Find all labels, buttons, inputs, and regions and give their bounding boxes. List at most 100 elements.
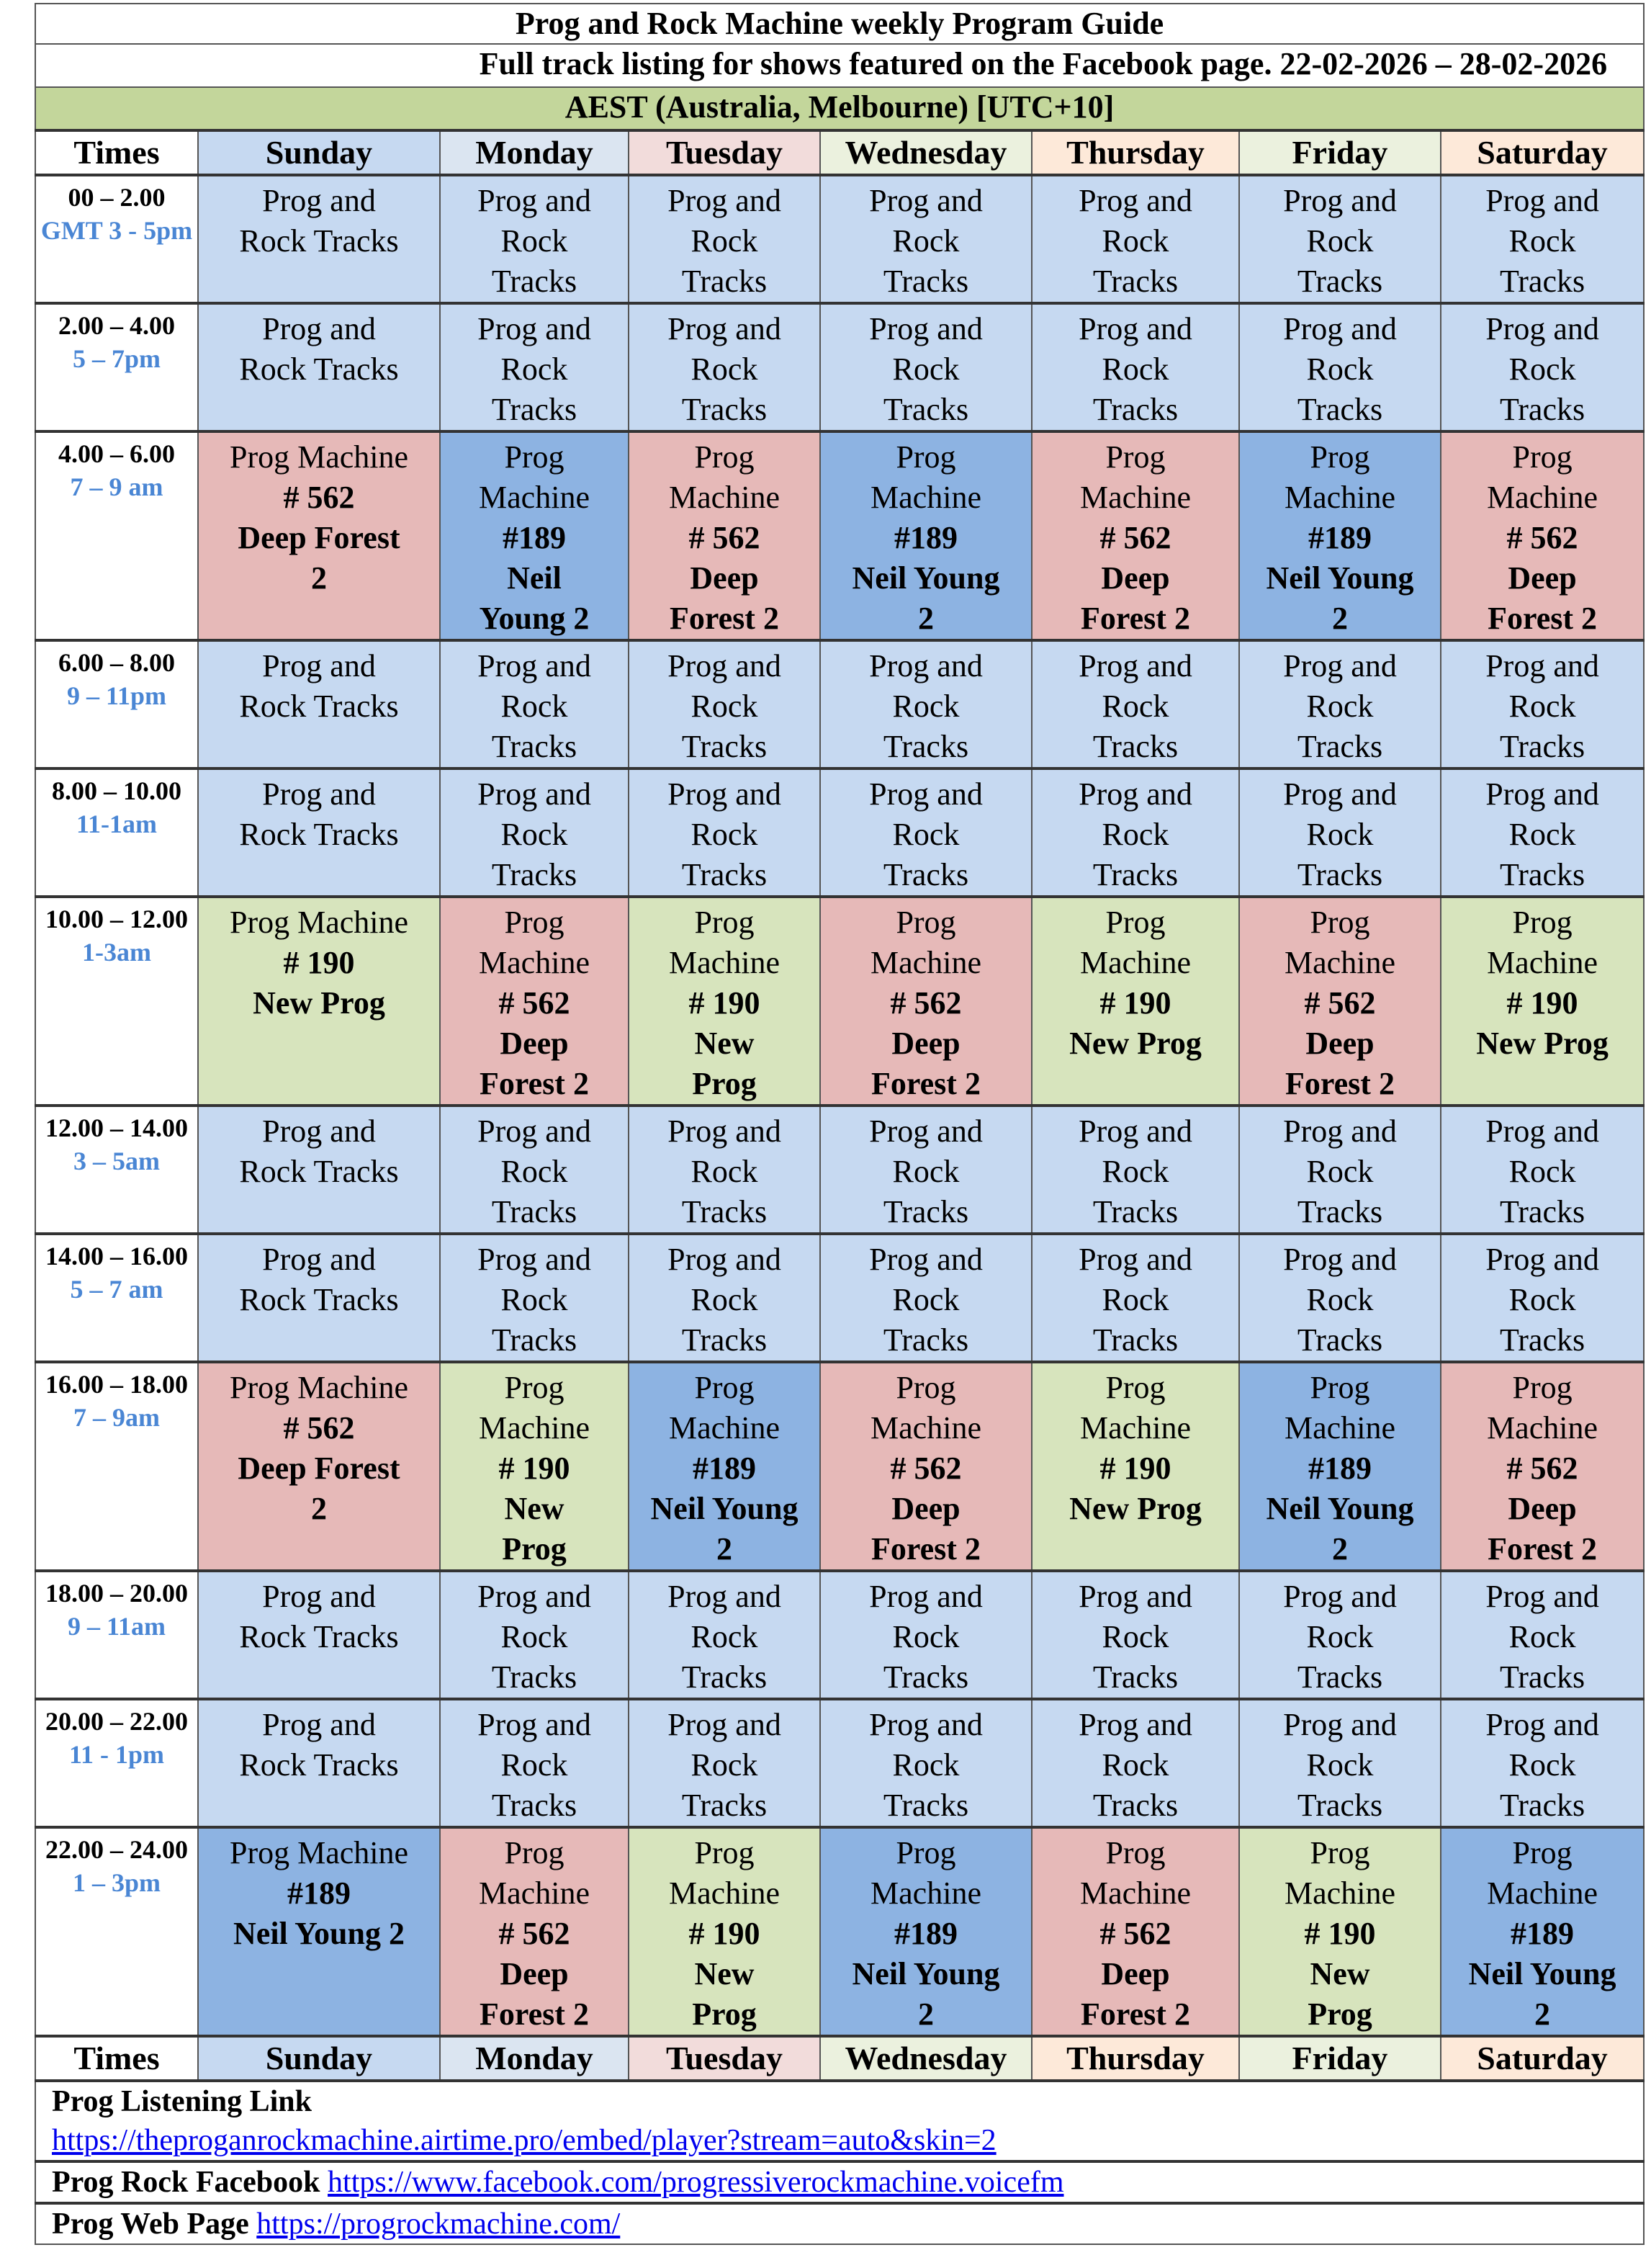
- episode-info: # 190 New Prog: [1476, 985, 1609, 1061]
- tracks-cell: Prog and Rock Tracks: [1439, 174, 1645, 304]
- timezone-banner: AEST (Australia, Melbourne) [UTC+10]: [34, 86, 1645, 131]
- tracks-cell: Prog and Rock Tracks: [1031, 1698, 1240, 1828]
- show-title: Prog and Rock Tracks: [477, 648, 591, 764]
- show-title: Prog and Rock Tracks: [1079, 776, 1192, 892]
- show-title: Prog and Rock Tracks: [477, 1242, 591, 1358]
- show-cell: Prog Machine # 562 Deep Forest 2: [1031, 430, 1240, 641]
- show-title: Prog Machine: [479, 1370, 590, 1445]
- listening-link-url[interactable]: https://theproganrockmachine.airtime.pro…: [52, 2124, 997, 2157]
- tracks-cell: Prog and Rock Tracks: [197, 1698, 441, 1828]
- episode-info: #189 Neil Young 2: [1266, 1451, 1414, 1566]
- show-title: Prog Machine: [1080, 1370, 1191, 1445]
- tracks-cell: Prog and Rock Tracks: [628, 639, 821, 769]
- episode-info: #189 Neil Young 2: [1468, 1916, 1616, 2032]
- aest-time: 4.00 – 6.00: [58, 439, 175, 468]
- show-cell: Prog Machine # 562 Deep Forest 2: [1031, 1826, 1240, 2037]
- show-cell: Prog Machine # 562 Deep Forest 2: [197, 1361, 441, 1572]
- tracks-cell: Prog and Rock Tracks: [1031, 174, 1240, 304]
- tracks-cell: Prog and Rock Tracks: [1031, 1232, 1240, 1363]
- tracks-cell: Prog and Rock Tracks: [1238, 767, 1441, 897]
- show-title: Prog and Rock Tracks: [239, 1579, 399, 1654]
- tracks-cell: Prog and Rock Tracks: [197, 639, 441, 769]
- show-title: Prog and Rock Tracks: [1283, 776, 1397, 892]
- day-header-friday: Friday: [1238, 129, 1441, 176]
- show-title: Prog and Rock Tracks: [1283, 1242, 1397, 1358]
- show-cell: Prog Machine #189 Neil Young 2: [1439, 1826, 1645, 2037]
- episode-info: # 562 Deep Forest 2: [1081, 520, 1190, 636]
- show-title: Prog Machine: [229, 905, 409, 940]
- show-title: Prog Machine: [1285, 1835, 1395, 1911]
- aest-time: 6.00 – 8.00: [58, 648, 175, 677]
- tracks-cell: Prog and Rock Tracks: [1238, 639, 1441, 769]
- time-cell: 16.00 – 18.00 7 – 9am: [35, 1361, 199, 1572]
- episode-info: # 190 New Prog: [253, 945, 385, 1021]
- time-slot-row: 18.00 – 20.00 9 – 11am Prog and Rock Track…: [35, 1569, 1645, 1700]
- show-title: Prog Machine: [1285, 439, 1395, 515]
- aest-time: 8.00 – 10.00: [52, 776, 181, 805]
- day-header-sunday: Sunday: [197, 129, 441, 176]
- tracks-cell: Prog and Rock Tracks: [439, 302, 629, 432]
- show-title: Prog Machine: [1285, 1370, 1395, 1445]
- show-title: Prog and Rock Tracks: [869, 648, 983, 764]
- episode-info: # 562 Deep Forest 2: [1488, 520, 1597, 636]
- time-cell: 12.00 – 14.00 3 – 5am: [35, 1104, 199, 1234]
- time-slot-row: 10.00 – 12.00 1-3am Prog Machine # 190 New …: [35, 895, 1645, 1106]
- show-title: Prog and Rock Tracks: [1079, 1242, 1192, 1358]
- show-cell: Prog Machine #189 Neil Young 2: [197, 1826, 441, 2037]
- tracks-cell: Prog and Rock Tracks: [1031, 767, 1240, 897]
- show-title: Prog Machine: [1080, 439, 1191, 515]
- times-header: Times: [35, 129, 199, 176]
- web-page-link-url[interactable]: https://progrockmachine.com/: [256, 2208, 621, 2241]
- show-title: Prog and Rock Tracks: [1283, 1579, 1397, 1695]
- show-title: Prog and Rock Tracks: [1485, 183, 1599, 299]
- show-title: Prog Machine: [1285, 905, 1395, 980]
- tracks-cell: Prog and Rock Tracks: [197, 767, 441, 897]
- day-footer-row: Times Sunday Monday Tuesday Wednesday Thursda…: [35, 2035, 1645, 2081]
- show-title: Prog and Rock Tracks: [667, 1579, 781, 1695]
- program-guide-table: Prog and Rock Machine weekly Program Gui…: [34, 3, 1645, 2245]
- tracks-cell: Prog and Rock Tracks: [1238, 302, 1441, 432]
- tracks-cell: Prog and Rock Tracks: [1031, 1104, 1240, 1234]
- show-title: Prog and Rock Tracks: [869, 1242, 983, 1358]
- show-cell: Prog Machine # 190 New Prog: [197, 895, 441, 1106]
- show-title: Prog and Rock Tracks: [667, 1242, 781, 1358]
- episode-info: # 562 Deep Forest 2: [480, 985, 589, 1101]
- show-cell: Prog Machine # 562 Deep Forest 2: [197, 430, 441, 641]
- facebook-link-label: Prog Rock Facebook: [52, 2166, 320, 2199]
- time-slot-row: 12.00 – 14.00 3 – 5am Prog and Rock Tracks…: [35, 1104, 1645, 1234]
- page-title: Prog and Rock Machine weekly Program Gui…: [34, 3, 1645, 45]
- gmt-time: 9 – 11pm: [66, 681, 167, 710]
- show-title: Prog Machine: [871, 1835, 981, 1911]
- day-header-wednesday: Wednesday: [819, 129, 1033, 176]
- tracks-cell: Prog and Rock Tracks: [1439, 302, 1645, 432]
- aest-time: 22.00 – 24.00: [45, 1835, 188, 1864]
- show-title: Prog and Rock Tracks: [869, 183, 983, 299]
- show-title: Prog and Rock Tracks: [239, 1707, 399, 1783]
- episode-info: # 562 Deep Forest 2: [871, 1451, 981, 1566]
- facebook-link-url[interactable]: https://www.facebook.com/progressiverock…: [328, 2166, 1064, 2199]
- show-cell: Prog Machine #189 Neil Young 2: [628, 1361, 821, 1572]
- facebook-link: Prog Rock Facebook https://www.facebook.…: [34, 2160, 1645, 2204]
- show-cell: Prog Machine #189 Neil Young 2: [819, 1826, 1033, 2037]
- day-header-saturday: Saturday: [1439, 2035, 1645, 2081]
- gmt-time: 5 – 7 am: [70, 1275, 163, 1304]
- tracks-cell: Prog and Rock Tracks: [628, 174, 821, 304]
- show-cell: Prog Machine # 562 Deep Forest 2: [1439, 430, 1645, 641]
- show-title: Prog and Rock Tracks: [477, 1113, 591, 1229]
- episode-info: # 190 New Prog: [1069, 985, 1202, 1061]
- show-cell: Prog Machine # 190 New Prog: [628, 895, 821, 1106]
- tracks-cell: Prog and Rock Tracks: [1238, 1104, 1441, 1234]
- show-cell: Prog Machine # 190 New Prog: [628, 1826, 821, 2037]
- show-cell: Prog Machine # 562 Deep Forest 2: [1439, 1361, 1645, 1572]
- show-title: Prog and Rock Tracks: [1283, 1707, 1397, 1823]
- episode-info: # 562 Deep Forest 2: [1081, 1916, 1190, 2032]
- show-cell: Prog Machine # 562 Deep Forest 2: [439, 1826, 629, 2037]
- tracks-cell: Prog and Rock Tracks: [628, 1698, 821, 1828]
- tracks-cell: Prog and Rock Tracks: [628, 767, 821, 897]
- episode-info: #189 Neil Young 2: [1266, 520, 1414, 636]
- show-title: Prog and Rock Tracks: [477, 311, 591, 427]
- tracks-cell: Prog and Rock Tracks: [819, 639, 1033, 769]
- tracks-cell: Prog and Rock Tracks: [628, 1232, 821, 1363]
- tracks-cell: Prog and Rock Tracks: [819, 302, 1033, 432]
- show-cell: Prog Machine # 562 Deep Forest 2: [819, 895, 1033, 1106]
